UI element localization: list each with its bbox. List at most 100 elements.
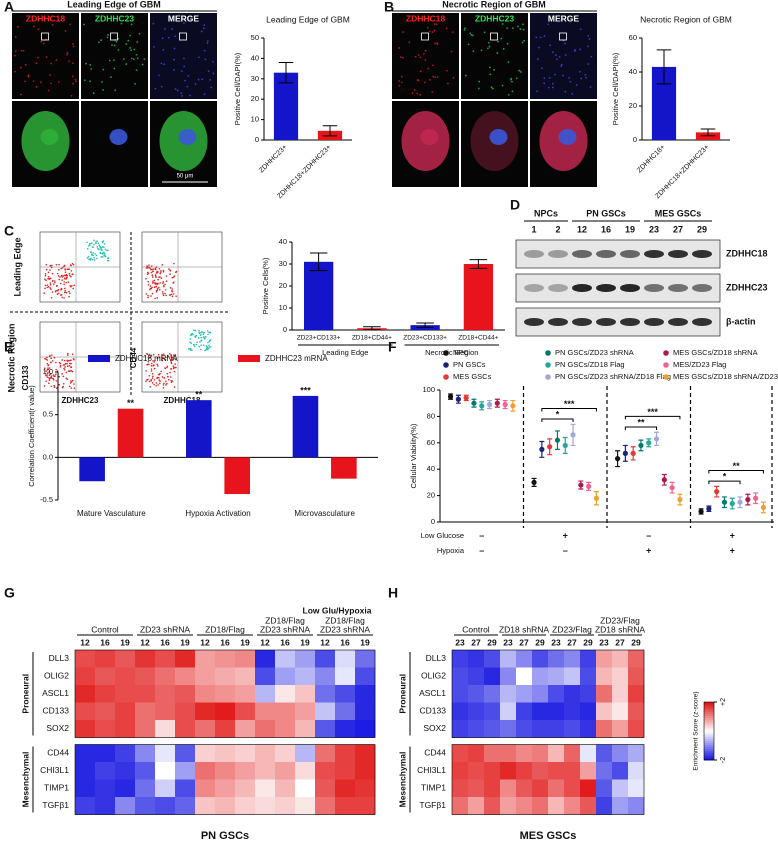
event bbox=[68, 295, 70, 298]
heat-cell bbox=[580, 667, 597, 686]
event bbox=[158, 382, 161, 385]
cell-signal bbox=[85, 62, 87, 65]
heat-cell bbox=[315, 685, 336, 703]
event bbox=[72, 287, 75, 290]
cell-signal bbox=[540, 67, 543, 70]
cell-signal bbox=[183, 57, 185, 60]
event bbox=[165, 380, 167, 383]
cell-signal bbox=[511, 80, 513, 83]
y-axis-title: Positive Cell/DAPI(%) bbox=[611, 52, 620, 125]
cell-signal bbox=[160, 62, 163, 65]
band bbox=[548, 250, 568, 258]
column-label: 27 bbox=[519, 637, 529, 647]
block-frame bbox=[74, 744, 376, 815]
heat-cell bbox=[452, 720, 469, 738]
heat-cell bbox=[335, 702, 356, 721]
heat-cell bbox=[452, 685, 469, 703]
heat-cell bbox=[275, 779, 296, 798]
event bbox=[207, 341, 209, 344]
heat-cell bbox=[175, 744, 196, 763]
heat-cell bbox=[564, 667, 581, 686]
row-label: CD133 bbox=[43, 706, 70, 716]
cell-signal bbox=[502, 48, 505, 50]
y-tick-label: 0 bbox=[283, 325, 287, 334]
event bbox=[157, 282, 159, 285]
heat-cell bbox=[468, 797, 485, 815]
cell-signal bbox=[136, 41, 139, 44]
heat-cell bbox=[155, 650, 176, 668]
cell-signal bbox=[162, 48, 165, 51]
cell-signal bbox=[450, 50, 453, 53]
event bbox=[104, 254, 106, 257]
column-group-label: ZD23 shRNA bbox=[140, 624, 190, 634]
heat-cell bbox=[516, 779, 533, 798]
column-group-label: Control bbox=[462, 624, 490, 634]
event bbox=[148, 357, 150, 359]
event bbox=[68, 359, 71, 362]
dot bbox=[486, 401, 493, 408]
event bbox=[159, 272, 162, 275]
dot bbox=[494, 400, 500, 406]
heat-cell bbox=[596, 762, 613, 780]
event bbox=[71, 370, 74, 373]
heat-cell bbox=[452, 797, 469, 815]
event bbox=[169, 287, 172, 289]
column-label: 16 bbox=[340, 637, 350, 647]
event bbox=[87, 245, 90, 247]
event bbox=[152, 375, 154, 378]
event bbox=[64, 277, 66, 279]
legend-swatch bbox=[88, 355, 110, 362]
heat-cell bbox=[115, 685, 136, 703]
event bbox=[159, 271, 162, 273]
cell-signal bbox=[66, 53, 68, 56]
event bbox=[167, 375, 169, 378]
heat-cell bbox=[564, 779, 581, 798]
cell-signal bbox=[32, 80, 35, 83]
event bbox=[146, 265, 148, 267]
event bbox=[151, 382, 154, 384]
cell-signal bbox=[419, 93, 422, 96]
heat-cell bbox=[295, 667, 316, 686]
column-label: 12 bbox=[260, 637, 270, 647]
cell-signal bbox=[176, 89, 179, 92]
colorbar-step bbox=[704, 738, 714, 742]
event bbox=[50, 288, 52, 291]
cell-signal bbox=[568, 76, 571, 79]
cell-signal bbox=[83, 23, 85, 26]
cell-signal bbox=[110, 76, 112, 79]
event bbox=[168, 268, 170, 270]
heat-cell bbox=[235, 762, 256, 780]
heat-cell bbox=[315, 667, 336, 686]
event bbox=[200, 339, 203, 342]
cell-signal bbox=[181, 94, 183, 97]
event bbox=[90, 257, 92, 260]
cell-signal bbox=[486, 47, 489, 50]
y-axis-title: Positive Cells(%) bbox=[261, 257, 270, 314]
event bbox=[53, 356, 56, 359]
event bbox=[153, 279, 156, 282]
heat-cell bbox=[255, 685, 276, 703]
row-label: ASCL1 bbox=[419, 688, 446, 698]
cell-signal bbox=[564, 54, 567, 56]
cell-signal bbox=[173, 68, 175, 71]
event bbox=[50, 385, 53, 388]
event bbox=[155, 291, 158, 293]
event bbox=[86, 241, 88, 244]
heat-cell bbox=[315, 650, 336, 668]
event bbox=[161, 376, 164, 378]
event bbox=[158, 379, 161, 381]
event bbox=[71, 353, 74, 356]
event bbox=[175, 366, 177, 369]
event bbox=[92, 251, 94, 254]
heat-cell bbox=[500, 720, 517, 738]
cell-signal bbox=[411, 92, 414, 95]
event bbox=[153, 367, 156, 370]
heat-cell bbox=[580, 762, 597, 780]
event bbox=[100, 248, 103, 250]
heat-cell bbox=[95, 762, 116, 780]
heat-cell bbox=[335, 720, 356, 738]
heat-cell bbox=[468, 702, 485, 721]
cell-signal bbox=[398, 79, 400, 82]
event bbox=[175, 271, 177, 274]
event bbox=[47, 271, 50, 274]
